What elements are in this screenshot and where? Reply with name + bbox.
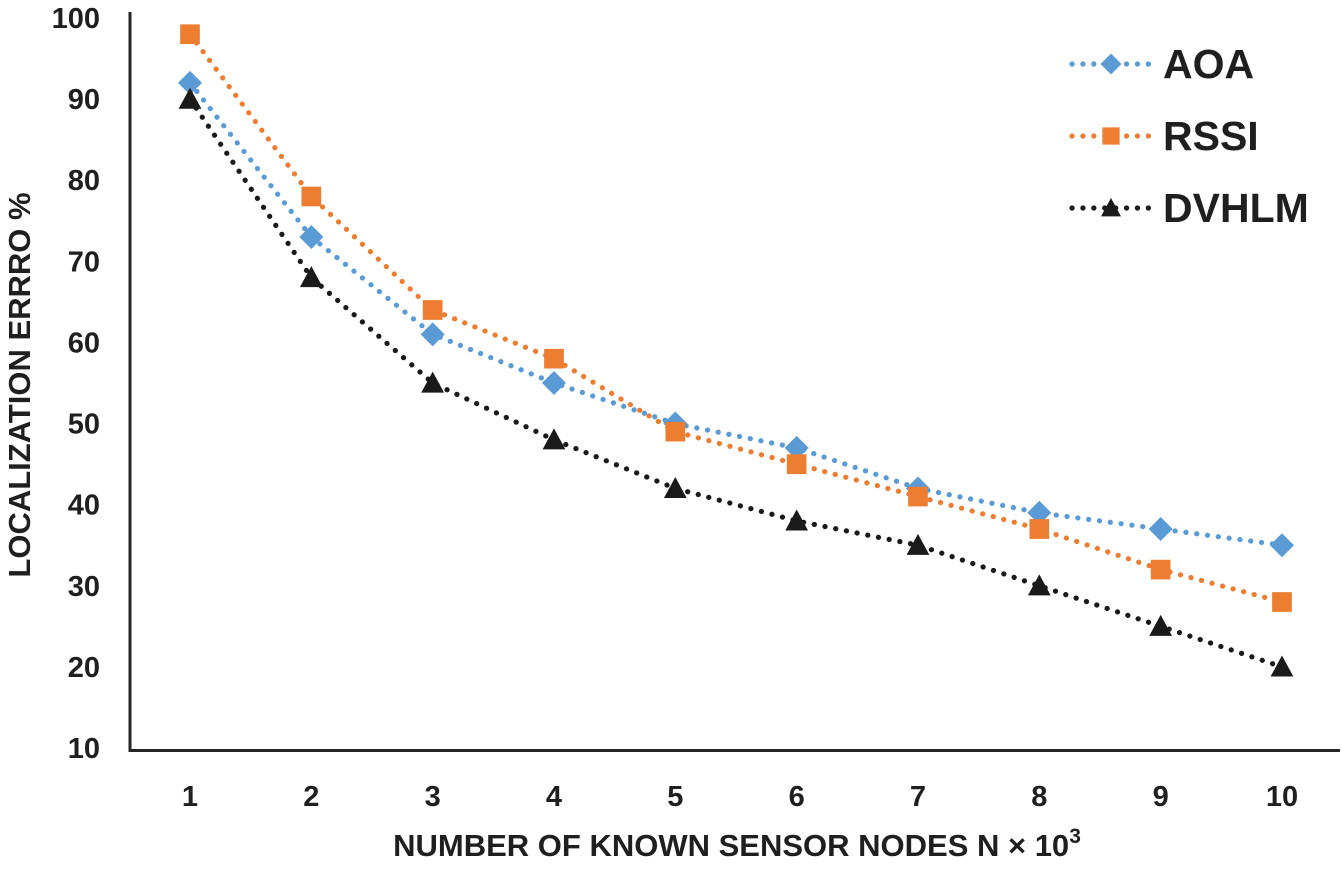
data-point-AOA-x9-diamond-marker (1148, 516, 1173, 541)
x-tick-label: 1 (182, 781, 198, 813)
data-point-RSSI-x9-square-marker (1150, 559, 1171, 580)
y-tick-label: 90 (68, 84, 100, 116)
x-tick-label: 3 (425, 781, 441, 813)
x-tick-label: 8 (1031, 781, 1047, 813)
data-point-RSSI-x2-square-marker (301, 186, 322, 207)
plot-series (178, 24, 1294, 677)
tick-labels: 100 90 80 70 60 50 40 30 20 10 1 2 3 4 5 6 7 8 9 10 (52, 3, 1298, 813)
x-tick-label: 6 (789, 781, 805, 813)
data-point-RSSI-x3-square-marker (422, 300, 443, 320)
series-line-RSSI (187, 31, 1285, 605)
x-tick-label: 10 (1266, 781, 1298, 813)
legend-item-RSSI: RSSI (1069, 113, 1259, 159)
x-tick-label: 9 (1153, 781, 1169, 813)
x-axis-title: NUMBER OF KNOWN SENSOR NODES N × 103 (393, 825, 1081, 863)
legend: AOA RSSI DVHLM (1069, 41, 1309, 231)
legend-label-AOA: AOA (1163, 41, 1254, 87)
axes (128, 12, 1340, 752)
legend-DVHLM-triangle-marker (1101, 198, 1121, 217)
data-point-DVHLM-x5-triangle-marker (663, 477, 687, 499)
data-point-RSSI-x10-square-marker (1272, 592, 1292, 612)
legend-label-DVHLM: DVHLM (1163, 185, 1309, 231)
series-line-DVHLM (187, 96, 1285, 670)
x-tick-label: 2 (303, 781, 319, 813)
data-point-RSSI-x5-square-marker (665, 421, 686, 442)
y-axis-title: LOCALIZATION ERRRO % (2, 192, 37, 577)
data-point-DVHLM-x8-triangle-marker (1027, 574, 1051, 596)
x-tick-label: 5 (667, 781, 683, 813)
y-tick-label: 20 (68, 652, 100, 684)
legend-item-DVHLM: DVHLM (1069, 185, 1309, 231)
legend-label-RSSI: RSSI (1163, 113, 1259, 159)
x-axis-title-main: NUMBER OF KNOWN SENSOR NODES N × 10 (393, 828, 1069, 863)
data-point-DVHLM-x3-triangle-marker (421, 371, 445, 393)
legend-RSSI-square-marker (1102, 127, 1120, 145)
y-tick-label: 70 (68, 246, 100, 278)
data-point-AOA-x4-diamond-marker (541, 370, 566, 395)
legend-item-AOA: AOA (1069, 41, 1254, 87)
legend-AOA-diamond-marker (1100, 53, 1122, 75)
data-point-DVHLM-x7-triangle-marker (906, 533, 930, 555)
data-point-DVHLM-x1-triangle-marker (178, 87, 202, 109)
data-point-AOA-x8-diamond-marker (1027, 500, 1052, 525)
y-tick-label: 40 (68, 490, 100, 522)
y-tick-label: 30 (68, 571, 100, 603)
data-point-AOA-x3-diamond-marker (420, 322, 445, 347)
x-tick-label: 4 (546, 781, 562, 813)
data-point-DVHLM-x6-triangle-marker (785, 509, 809, 531)
x-tick-label: 7 (910, 781, 926, 813)
data-point-AOA-x2-diamond-marker (299, 224, 324, 249)
data-point-DVHLM-x9-triangle-marker (1149, 614, 1173, 636)
x-axis-title-superscript: 3 (1069, 825, 1081, 848)
data-point-AOA-x10-diamond-marker (1269, 533, 1294, 558)
data-point-DVHLM-x10-triangle-marker (1270, 655, 1294, 677)
y-tick-label: 60 (68, 327, 100, 359)
data-point-RSSI-x6-square-marker (786, 454, 807, 474)
data-point-DVHLM-x4-triangle-marker (542, 428, 566, 450)
data-point-RSSI-x1-square-marker (180, 24, 200, 45)
data-point-DVHLM-x2-triangle-marker (299, 266, 323, 288)
y-tick-label: 80 (68, 165, 100, 197)
data-point-AOA-x6-diamond-marker (784, 435, 809, 460)
y-tick-label: 100 (52, 3, 100, 35)
data-point-RSSI-x8-square-marker (1029, 519, 1050, 539)
data-point-AOA-x1-diamond-marker (178, 70, 202, 95)
series-line-AOA (187, 80, 1285, 548)
data-point-RSSI-x4-square-marker (544, 348, 564, 369)
y-tick-label: 50 (68, 409, 100, 441)
y-tick-label: 10 (68, 733, 100, 765)
data-point-RSSI-x7-square-marker (908, 486, 928, 507)
